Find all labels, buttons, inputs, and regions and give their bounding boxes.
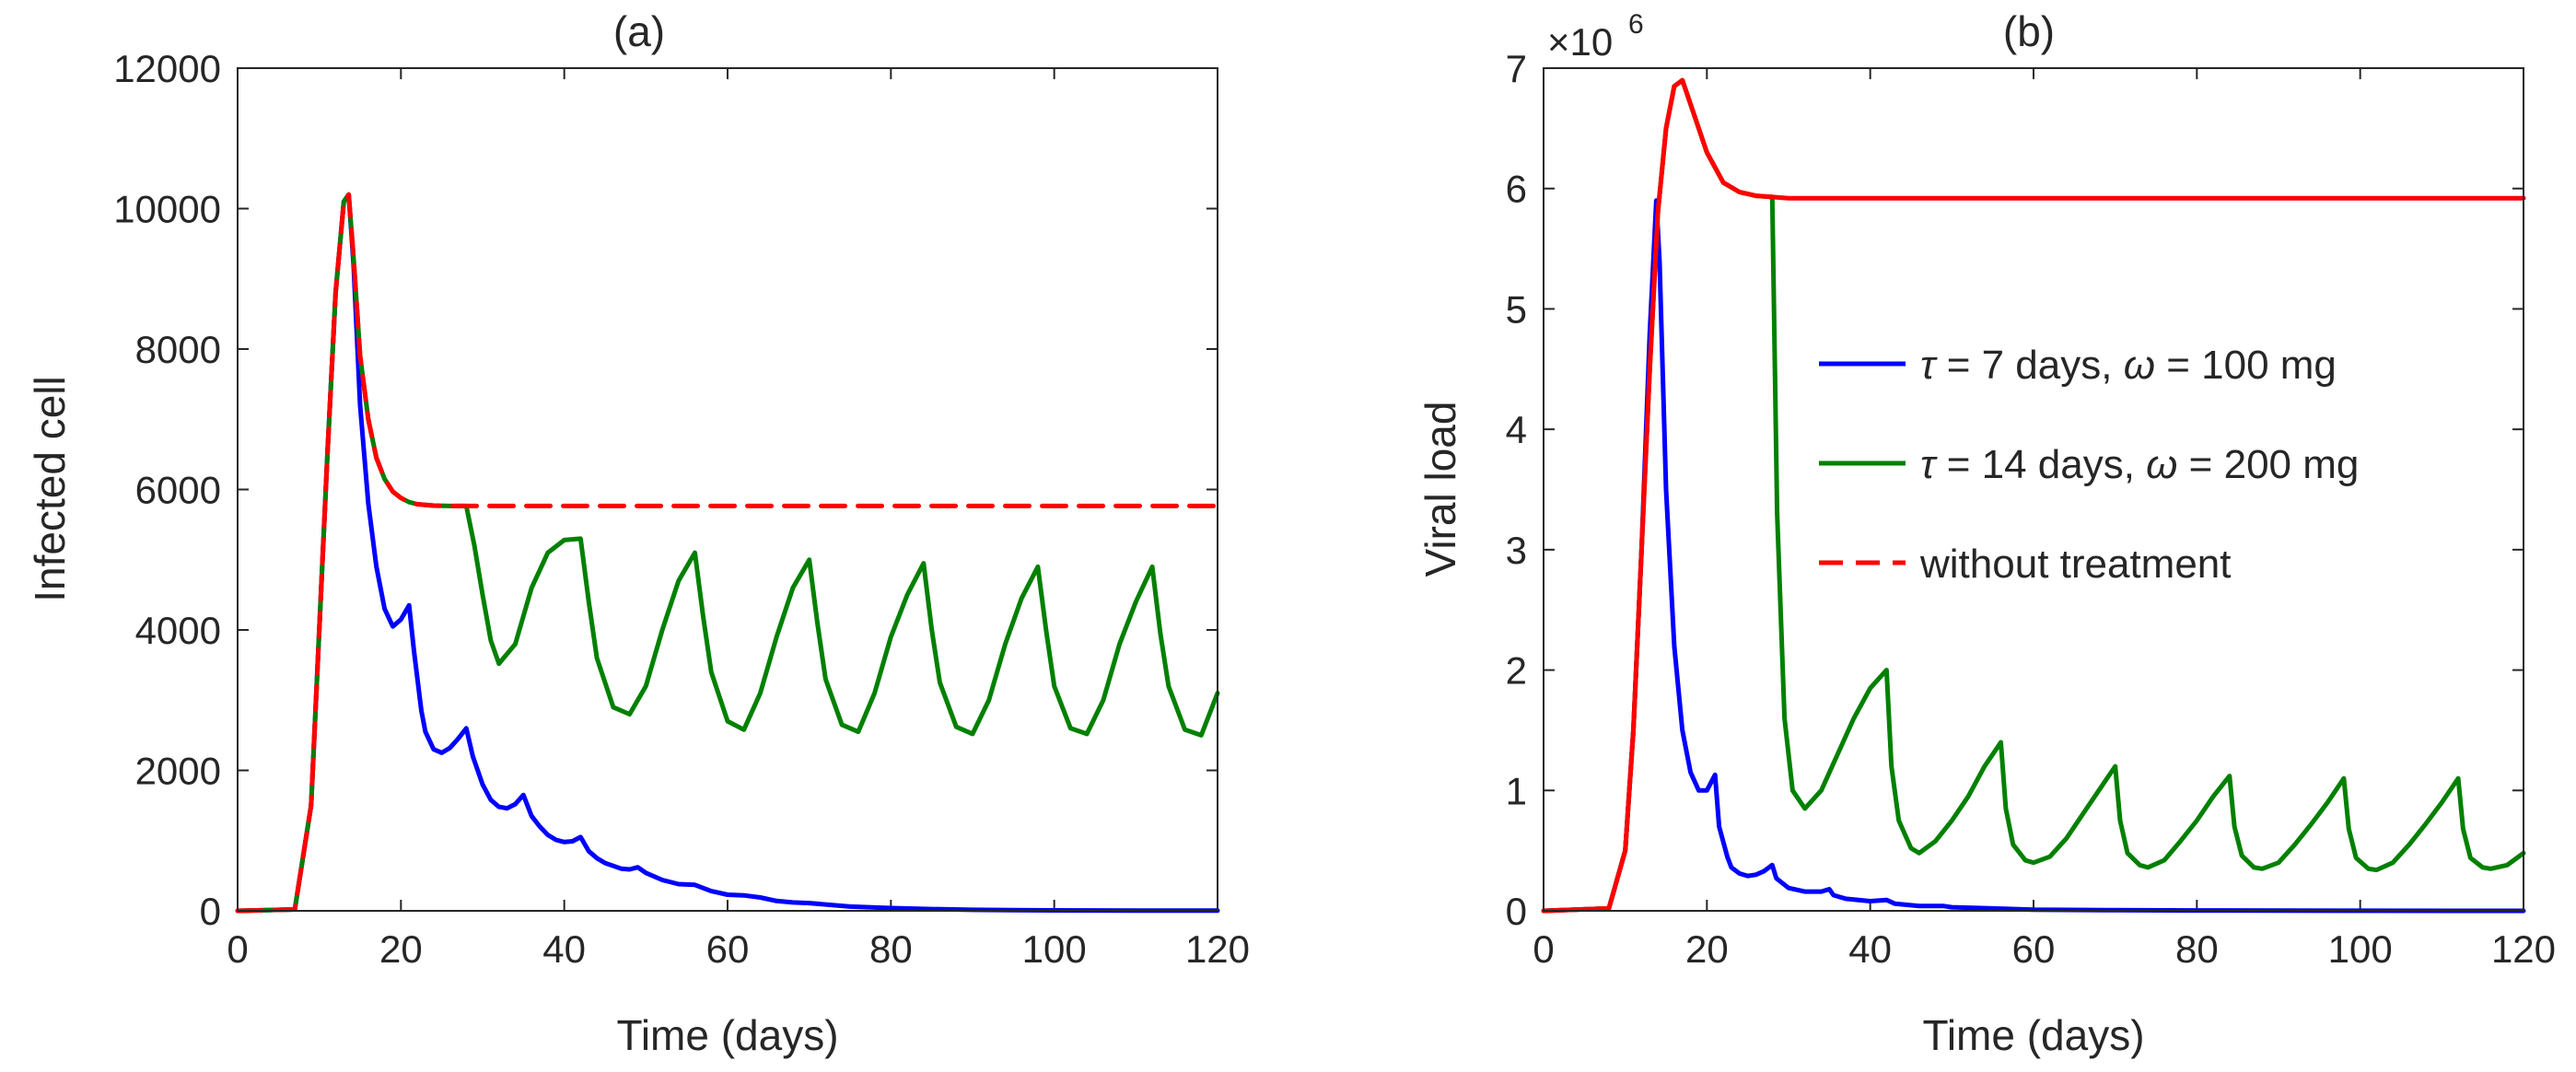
- panel-b-y-tick-label: 0: [1506, 890, 1527, 933]
- legend-label-part: = 100 mg: [2155, 343, 2337, 388]
- panel-a-x-tick-label: 40: [542, 927, 586, 971]
- legend-label-part: without treatment: [1919, 542, 2232, 587]
- panel-a-x-tick-label: 100: [1022, 927, 1087, 971]
- panel-b-series-line-0: [1541, 198, 2526, 914]
- panel-a-y-tick-label: 4000: [135, 609, 221, 652]
- panel-b-y-tick-label: 7: [1506, 47, 1527, 90]
- panel-a-x-tick-label: 80: [869, 927, 913, 971]
- panel-b-x-axis-label: Time (days): [1922, 1011, 2144, 1059]
- panel-a-y-tick-label: 0: [200, 890, 221, 933]
- panel-a-series-line-1: [235, 192, 1220, 914]
- panel-a-x-tick-label: 60: [706, 927, 750, 971]
- panel-b-y-tick-label: 1: [1506, 769, 1527, 812]
- legend-label-part: = 7 days,: [1935, 343, 2123, 388]
- panel-a-x-axis-label: Time (days): [616, 1011, 838, 1059]
- panel-a-y-tick-label: 6000: [135, 469, 221, 512]
- panel-a-y-tick-label: 2000: [135, 750, 221, 793]
- panel-a-series-line-2: [235, 192, 1220, 914]
- panel-b: (b) ×10 6 0 20 40 60 80 100 120 0 1 2 3 4 5 6 7 Time (…: [1416, 7, 2556, 1059]
- legend-label-part: = 200 mg: [2177, 442, 2359, 487]
- legend-label-1: τ = 14 days, ω = 200 mg: [1920, 442, 2359, 487]
- panel-b-y-exponent-power: 6: [1628, 9, 1644, 40]
- panel-b-series-line-2: [1541, 77, 2526, 914]
- panel-b-y-exponent: ×10 6: [1547, 9, 1644, 64]
- panel-b-series-line-1: [1541, 77, 2526, 914]
- panel-a-plot-frame: [237, 67, 1218, 912]
- legend-label-2: without treatment: [1919, 542, 2232, 587]
- panel-b-y-tick-label: 2: [1506, 649, 1527, 693]
- legend-label-0: τ = 7 days, ω = 100 mg: [1920, 343, 2337, 388]
- panel-b-axes: 0 20 40 60 80 100 120 0 1 2 3 4 5 6 7: [1506, 47, 2556, 971]
- panel-a: (a) 0 20 40 60 80 100 120 0 2000 4000 6000 8000 1000…: [26, 7, 1250, 1059]
- panel-a-y-tick-label: 8000: [135, 328, 221, 371]
- panel-a-series: [235, 192, 1220, 914]
- panel-a-x-tick-label: 0: [227, 927, 248, 971]
- panel-a-axes: 0 20 40 60 80 100 120 0 2000 4000 6000 8000 10000 120…: [113, 47, 1250, 971]
- legend-label-part: τ: [1920, 343, 1938, 388]
- panel-a-series-line-0: [235, 192, 1220, 914]
- panel-b-x-tick-label: 20: [1685, 927, 1729, 971]
- panel-b-y-tick-label: 3: [1506, 529, 1527, 572]
- panel-b-y-tick-label: 4: [1506, 408, 1527, 451]
- panel-b-y-tick-label: 6: [1506, 168, 1527, 211]
- panel-b-y-tick-label: 5: [1506, 287, 1527, 331]
- panel-b-x-tick-label: 40: [1848, 927, 1892, 971]
- panel-b-x-tick-label: 100: [2328, 927, 2393, 971]
- panel-b-plot-frame: [1543, 67, 2524, 912]
- panel-a-x-tick-label: 20: [379, 927, 423, 971]
- panel-a-y-tick-label: 12000: [113, 47, 221, 90]
- panel-b-y-axis-label: Viral load: [1416, 402, 1464, 577]
- legend-label-part: ω: [2146, 442, 2177, 487]
- legend-label-part: = 14 days,: [1935, 442, 2146, 487]
- panel-a-y-axis-label: Infected cell: [26, 376, 74, 601]
- panel-b-x-tick-label: 60: [2012, 927, 2056, 971]
- panel-a-x-tick-label: 120: [1185, 927, 1250, 971]
- panel-a-y-tick-label: 10000: [113, 188, 221, 231]
- panel-b-x-tick-label: 0: [1533, 927, 1554, 971]
- legend-label-part: τ: [1920, 442, 1938, 487]
- panel-b-x-tick-label: 120: [2491, 927, 2556, 971]
- panel-b-title: (b): [2003, 7, 2055, 55]
- legend: τ = 7 days, ω = 100 mgτ = 14 days, ω = 2…: [1819, 343, 2359, 587]
- legend-label-part: ω: [2124, 343, 2155, 388]
- panel-b-x-tick-label: 80: [2175, 927, 2219, 971]
- panel-b-y-exponent-base: ×10: [1547, 20, 1613, 64]
- panel-b-series: [1541, 77, 2526, 914]
- panel-a-title: (a): [613, 7, 665, 55]
